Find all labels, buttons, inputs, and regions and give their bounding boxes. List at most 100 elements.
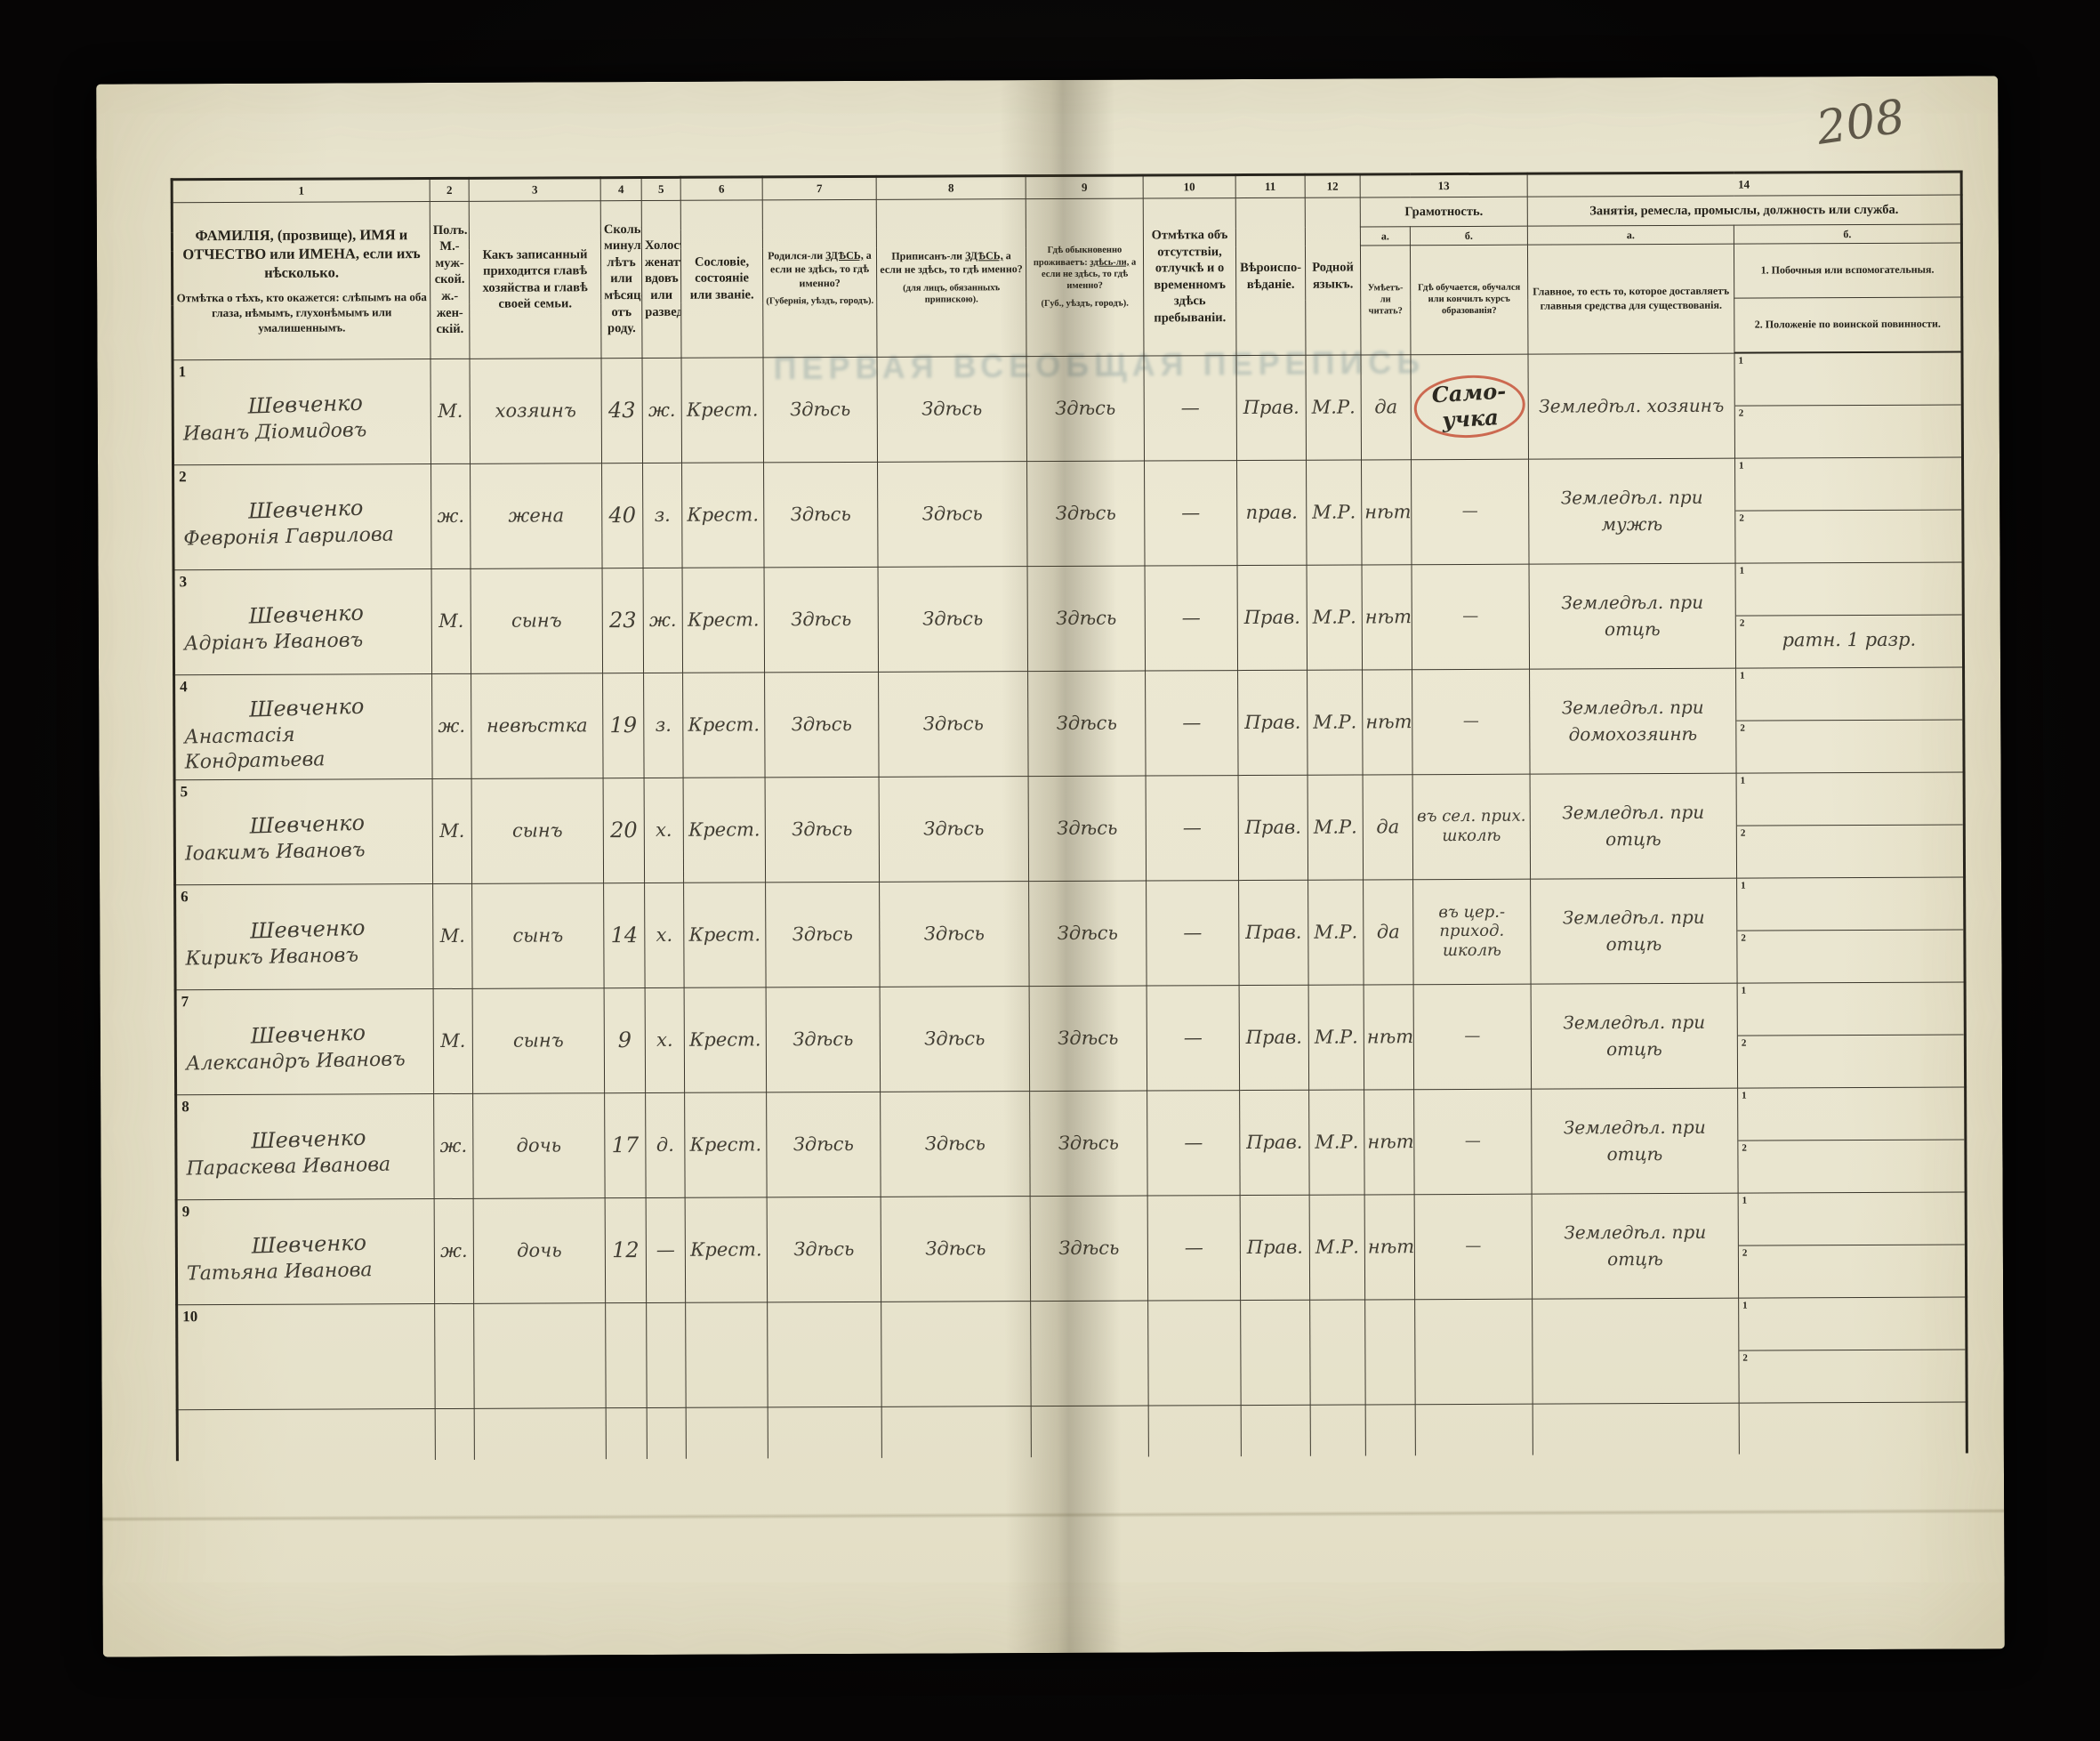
military-status-value: ратн. 1 разр. <box>1782 628 1917 650</box>
side-occupation-sub2: 2 <box>1734 404 1961 457</box>
cell-absence-note <box>1147 1300 1242 1406</box>
education-value: — <box>1462 712 1479 731</box>
side-occupation-sub2: 2 <box>1738 1139 1965 1192</box>
education-value: — <box>1465 1237 1482 1256</box>
table-row: 2 Шевченко Февронія Гаврилова ж. жена 40… <box>173 456 1964 570</box>
cell-marital-status: з. <box>642 462 683 568</box>
cell-age: 40 <box>601 462 644 568</box>
header-col1-main: ФАМИЛІЯ, (прозвище), ИМЯ и ОТЧЕСТВО или … <box>182 226 421 282</box>
cell-main-occupation: Земледѣл. при отцѣ <box>1529 562 1736 669</box>
printed-sub-number-1: 1 <box>1738 355 1744 367</box>
handwritten-surname: Шевченко <box>247 390 364 419</box>
cell-marital-status: ж. <box>643 567 683 673</box>
col-num-10: 10 <box>1143 174 1236 199</box>
cell-education: въ сел. прих. школѣ <box>1412 773 1531 880</box>
cell-absence-note: — <box>1143 355 1237 461</box>
handwritten-surname: Шевченко <box>248 600 365 629</box>
military-status-value <box>1739 1350 1965 1363</box>
cell-religion: Прав. <box>1235 354 1307 461</box>
printed-sub-number-2: 2 <box>1741 1037 1747 1049</box>
cell-name: 7 Шевченко Александръ Ивановъ <box>175 988 434 1095</box>
military-status-value <box>1739 1245 1965 1258</box>
cell-name: 2 Шевченко Февронія Гаврилова <box>173 463 432 570</box>
header-col14b-letter: б. <box>1734 224 1962 245</box>
cell-estate: Крест. <box>684 987 767 1092</box>
horizontal-crease <box>102 1508 2005 1522</box>
printed-sub-number-2: 2 <box>1740 722 1745 734</box>
cell-religion: Прав. <box>1239 1089 1310 1196</box>
cell-estate: Крест. <box>681 462 765 568</box>
cell-side-occupation: 1 2 <box>1734 456 1964 563</box>
header-col7-birthplace: Родился-ли ЗДѢСЬ, а если не здѣсь, то гд… <box>762 199 877 358</box>
col-num-2: 2 <box>430 178 470 202</box>
cell-age: 43 <box>601 357 643 463</box>
cell-native-language: М.Р. <box>1308 1089 1365 1195</box>
side-occupation-value <box>1738 982 1964 995</box>
row-number: 9 <box>181 1202 190 1220</box>
cell-main-occupation: Земледѣл. при мужѣ <box>1528 457 1736 564</box>
military-status-value <box>1738 1035 1964 1048</box>
side-occupation-sub2: 2 <box>1736 824 1964 877</box>
cell-marital-status: х. <box>644 777 684 883</box>
cell-age <box>605 1302 648 1408</box>
handwritten-surname: Шевченко <box>248 693 365 722</box>
cell-religion: прав. <box>1236 459 1307 566</box>
header-col6-estate: Сословіе, состояніе или званіе. <box>680 199 763 358</box>
cell-main-occupation: Земледѣл. при отцѣ <box>1530 877 1738 984</box>
cell-native-language: М.Р. <box>1309 1194 1365 1300</box>
cell-side-occupation: 1 2 <box>1737 981 1966 1088</box>
printed-sub-number-2: 2 <box>1739 617 1745 629</box>
cell-estate: Крест. <box>685 1197 768 1302</box>
cell-name: 1 Шевченко Иванъ Діомидовъ <box>173 359 431 465</box>
col-num-8: 8 <box>876 175 1026 200</box>
cell-education: — <box>1413 983 1532 1090</box>
handwritten-surname: Шевченко <box>249 915 366 944</box>
side-occupation-sub1: 1 <box>1739 1297 1965 1350</box>
side-occupation-sub1: 1 <box>1736 667 1962 720</box>
cell-estate: Крест. <box>684 1092 768 1197</box>
printed-sub-number-1: 1 <box>1739 460 1744 472</box>
cell-native-language: М.Р. <box>1307 669 1364 775</box>
cell-registration: Здѣсь <box>877 461 1028 567</box>
cell-marital-status: х. <box>645 987 685 1092</box>
cell-marital-status: х. <box>644 882 685 987</box>
col-num-13: 13 <box>1360 173 1528 197</box>
row-number: 6 <box>181 887 189 905</box>
education-value: Само-учка <box>1412 372 1527 441</box>
cell-birthplace: Здѣсь <box>767 1196 881 1302</box>
cell-birthplace <box>767 1301 882 1407</box>
cell-education: — <box>1411 458 1530 565</box>
underlined-word: здѣсь-ли, <box>1090 257 1130 268</box>
cell-birthplace: Здѣсь <box>762 356 878 463</box>
header-col12-language: Родной языкъ. <box>1305 197 1361 355</box>
military-status-value <box>1736 720 1962 733</box>
cell-absence-note: — <box>1146 775 1239 881</box>
cell-marital-status: з. <box>643 672 684 778</box>
education-value: въ цер.-приход. школѣ <box>1438 902 1506 960</box>
header-col14a-letter: а. <box>1527 225 1734 246</box>
header-col13a-letter: а. <box>1360 226 1411 246</box>
printed-sub-number-1: 1 <box>1740 670 1745 681</box>
cell-relation: сынъ <box>472 987 605 1093</box>
side-occupation-sub2: 2 <box>1739 1349 1966 1402</box>
cell-main-occupation: Земледѣл. при домохозяинѣ <box>1529 667 1737 774</box>
table-row: 6 Шевченко Кирикъ Ивановъ М. сынъ 14 х. … <box>174 876 1966 990</box>
header-col2-sex: Полъ. М.-муж-ской. ж.-жен-скій. <box>430 201 471 359</box>
col-num-11: 11 <box>1235 174 1306 198</box>
side-occupation-value <box>1737 772 1963 786</box>
col-num-4: 4 <box>600 177 642 201</box>
printed-sub-number-1: 1 <box>1742 1195 1748 1206</box>
cell-side-occupation: 1 2 <box>1737 1086 1967 1193</box>
row-number: 1 <box>178 362 187 380</box>
cell-name: 5 Шевченко Іоакимъ Ивановъ <box>174 778 433 885</box>
cell-age: 9 <box>604 987 646 1093</box>
cell-can-read <box>1364 1299 1416 1405</box>
cell-residence: Здѣсь <box>1028 880 1147 987</box>
side-occupation-value <box>1734 353 1960 367</box>
cell-birthplace: Здѣсь <box>766 986 881 1092</box>
cell-absence-note: — <box>1147 1090 1241 1196</box>
education-value: — <box>1462 607 1479 626</box>
military-status-value <box>1735 406 1961 419</box>
col-num-5: 5 <box>641 177 681 201</box>
table-row: 1 Шевченко Иванъ Діомидовъ М. хозяинъ 43… <box>173 351 1963 465</box>
